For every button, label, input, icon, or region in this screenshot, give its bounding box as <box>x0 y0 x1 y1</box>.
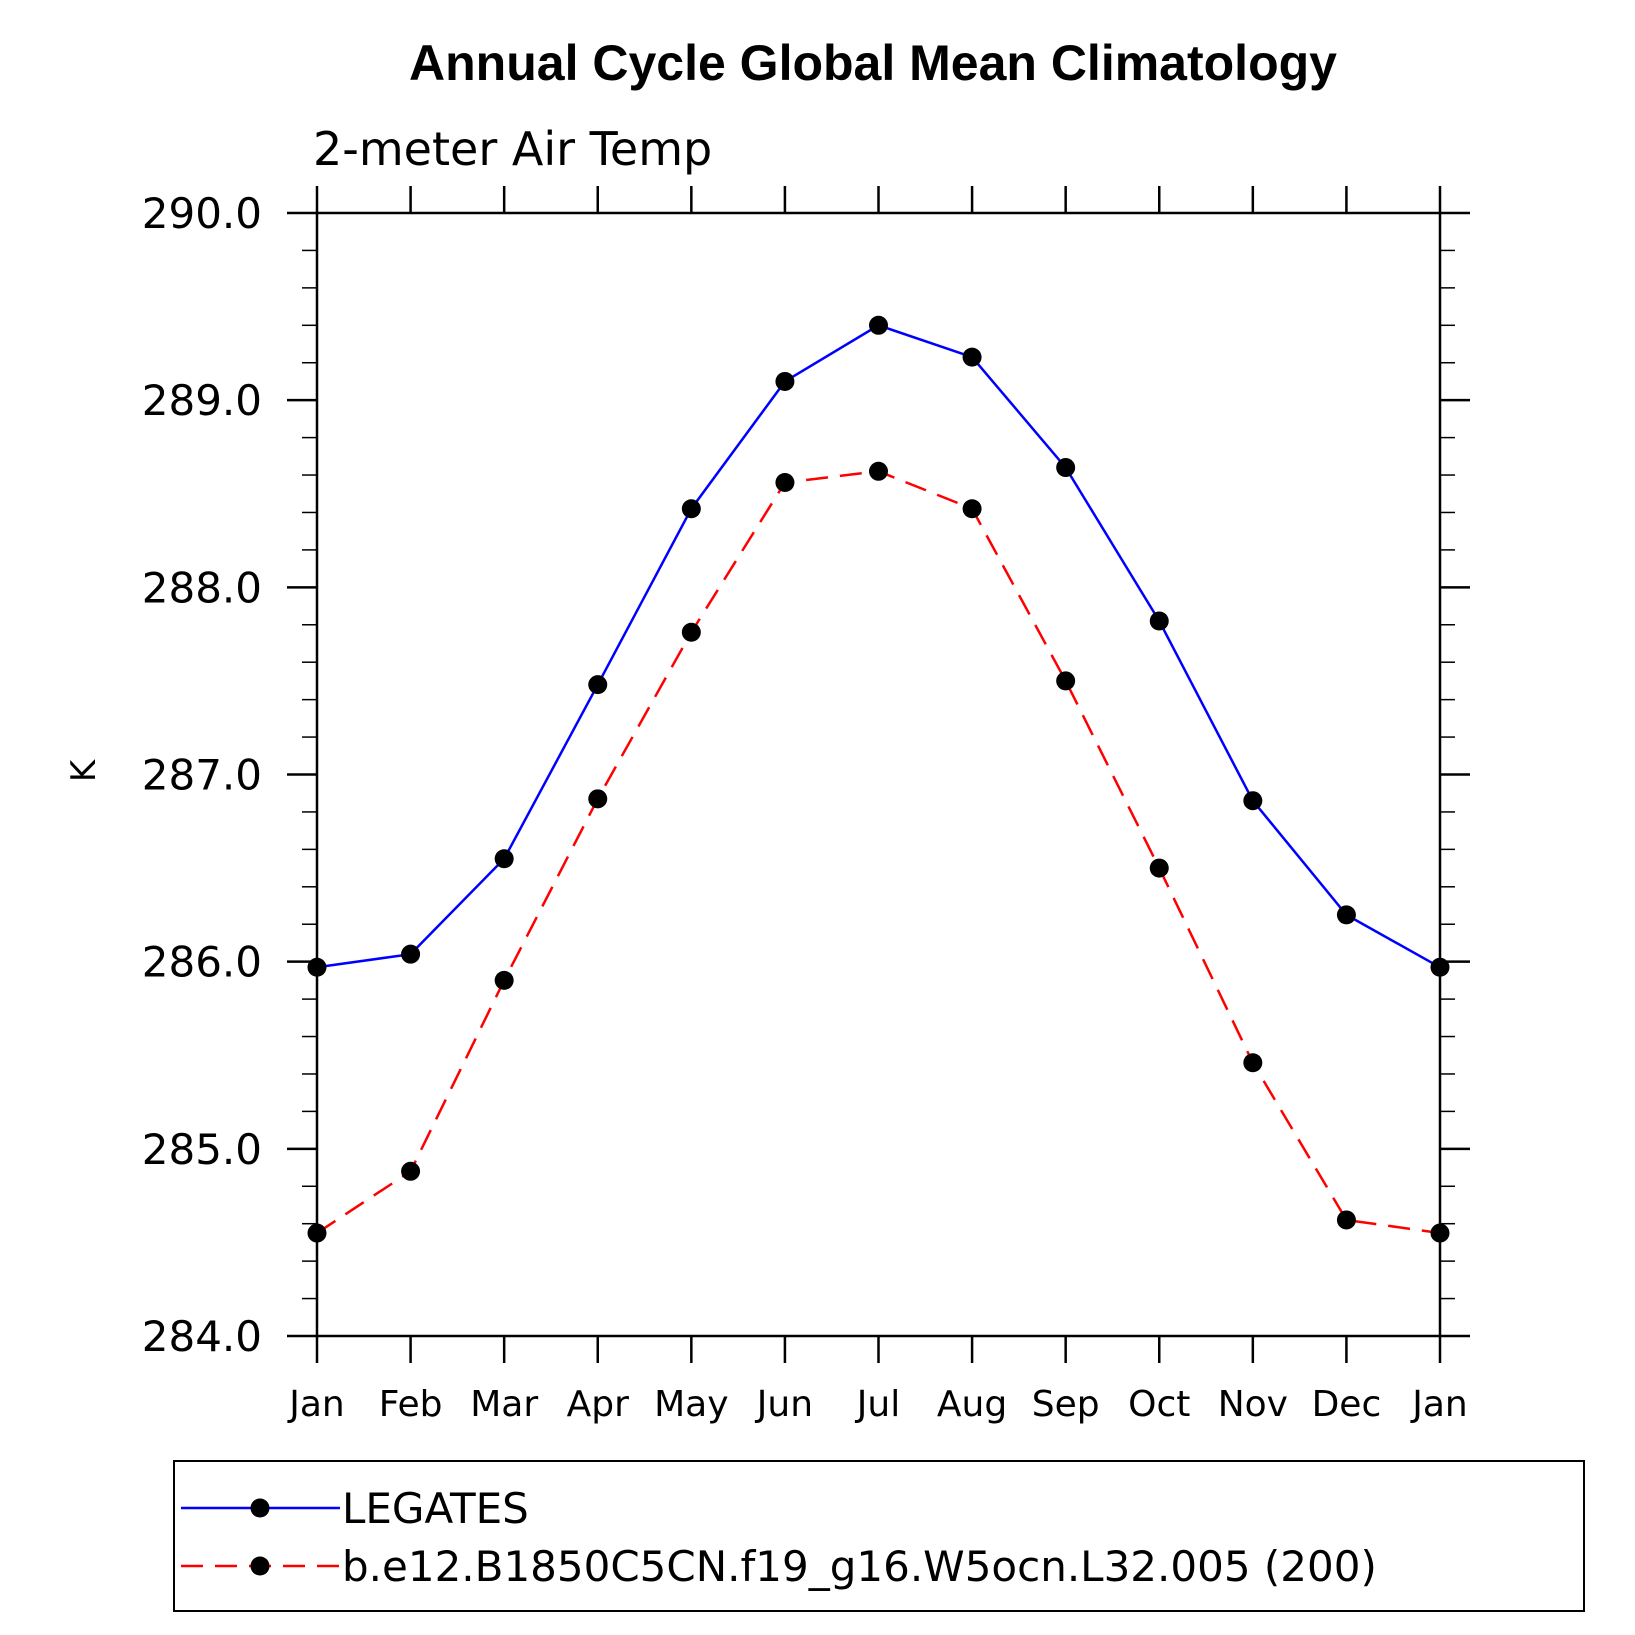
data-point <box>401 944 421 964</box>
data-point <box>307 1223 327 1243</box>
x-tick-label: Jul <box>855 1384 900 1425</box>
x-tick-label: Jun <box>755 1384 813 1425</box>
legend-marker <box>250 1498 270 1518</box>
data-point <box>869 315 888 335</box>
plot-frame <box>315 211 1442 1338</box>
data-point <box>775 473 795 493</box>
x-tick-label: Oct <box>1128 1384 1190 1425</box>
data-point <box>1430 957 1450 977</box>
data-point <box>588 789 608 809</box>
data-point <box>775 371 795 391</box>
x-tick-label: Dec <box>1312 1384 1382 1425</box>
data-point <box>962 347 982 367</box>
plot-border <box>315 211 1442 1338</box>
data-point <box>494 849 514 869</box>
data-point <box>681 622 701 642</box>
data-point <box>1149 611 1169 631</box>
data-point <box>1336 905 1356 925</box>
series-layer <box>307 315 1450 1243</box>
data-point <box>1056 458 1076 478</box>
data-point <box>1056 671 1076 691</box>
series-line <box>316 470 1441 1235</box>
data-point <box>1243 791 1263 811</box>
x-tick-label: Jan <box>1410 1384 1468 1425</box>
series-1 <box>307 315 1450 977</box>
legend-box <box>173 1460 1585 1612</box>
data-point <box>869 461 888 481</box>
x-tick-label: Mar <box>470 1384 538 1425</box>
legend-label: LEGATES <box>342 1484 529 1533</box>
y-tick-labels: 284.0 285.0 286.0 287.0 288.0 289.0 290.0 <box>142 189 262 1361</box>
y-tick-label: 284.0 <box>142 1312 262 1361</box>
x-tick-label: Feb <box>379 1384 443 1425</box>
y-axis-label: K <box>64 758 104 782</box>
legend-label: b.e12.B1850C5CN.f19_g16.W5ocn.L32.005 (2… <box>342 1542 1377 1591</box>
x-tick-labels: Jan Feb Mar Apr May Jun Jul Aug Sep Oct Nov Dec Jan <box>287 1384 1468 1425</box>
data-point <box>1149 858 1169 878</box>
y-tick-label: 287.0 <box>142 751 262 800</box>
y-tick-label: 286.0 <box>142 938 262 987</box>
data-point <box>1430 1223 1450 1243</box>
y-tick-label: 289.0 <box>142 376 262 425</box>
y-tick-label: 288.0 <box>142 563 262 612</box>
legend: LEGATES b.e12.B1850C5CN.f19_g16.W5ocn.L32… <box>173 1460 1585 1612</box>
x-tick-label: Jan <box>287 1384 345 1425</box>
data-point <box>1243 1053 1263 1073</box>
x-tick-label: Sep <box>1032 1384 1100 1425</box>
legend-entry-2: b.e12.B1850C5CN.f19_g16.W5ocn.L32.005 (2… <box>181 1542 1377 1591</box>
y-tick-label: 285.0 <box>142 1125 262 1174</box>
data-point <box>307 957 327 977</box>
data-point <box>1336 1210 1356 1230</box>
x-tick-label: Apr <box>567 1384 629 1425</box>
x-tick-label: Nov <box>1218 1384 1288 1425</box>
x-tick-label: Aug <box>937 1384 1007 1425</box>
data-point <box>494 970 514 990</box>
legend-entry-1: LEGATES <box>181 1484 529 1533</box>
series-line <box>316 323 1441 969</box>
axis-ticks <box>287 186 1470 1363</box>
data-point <box>681 499 701 519</box>
legend-marker <box>250 1556 270 1576</box>
chart-subtitle: 2-meter Air Temp <box>313 122 712 176</box>
chart-title: Annual Cycle Global Mean Climatology <box>409 35 1337 91</box>
data-point <box>962 499 982 519</box>
y-tick-label: 290.0 <box>142 189 262 238</box>
series-2 <box>307 461 1450 1243</box>
data-point <box>401 1161 421 1181</box>
data-point <box>588 675 608 695</box>
x-tick-label: May <box>654 1384 728 1425</box>
